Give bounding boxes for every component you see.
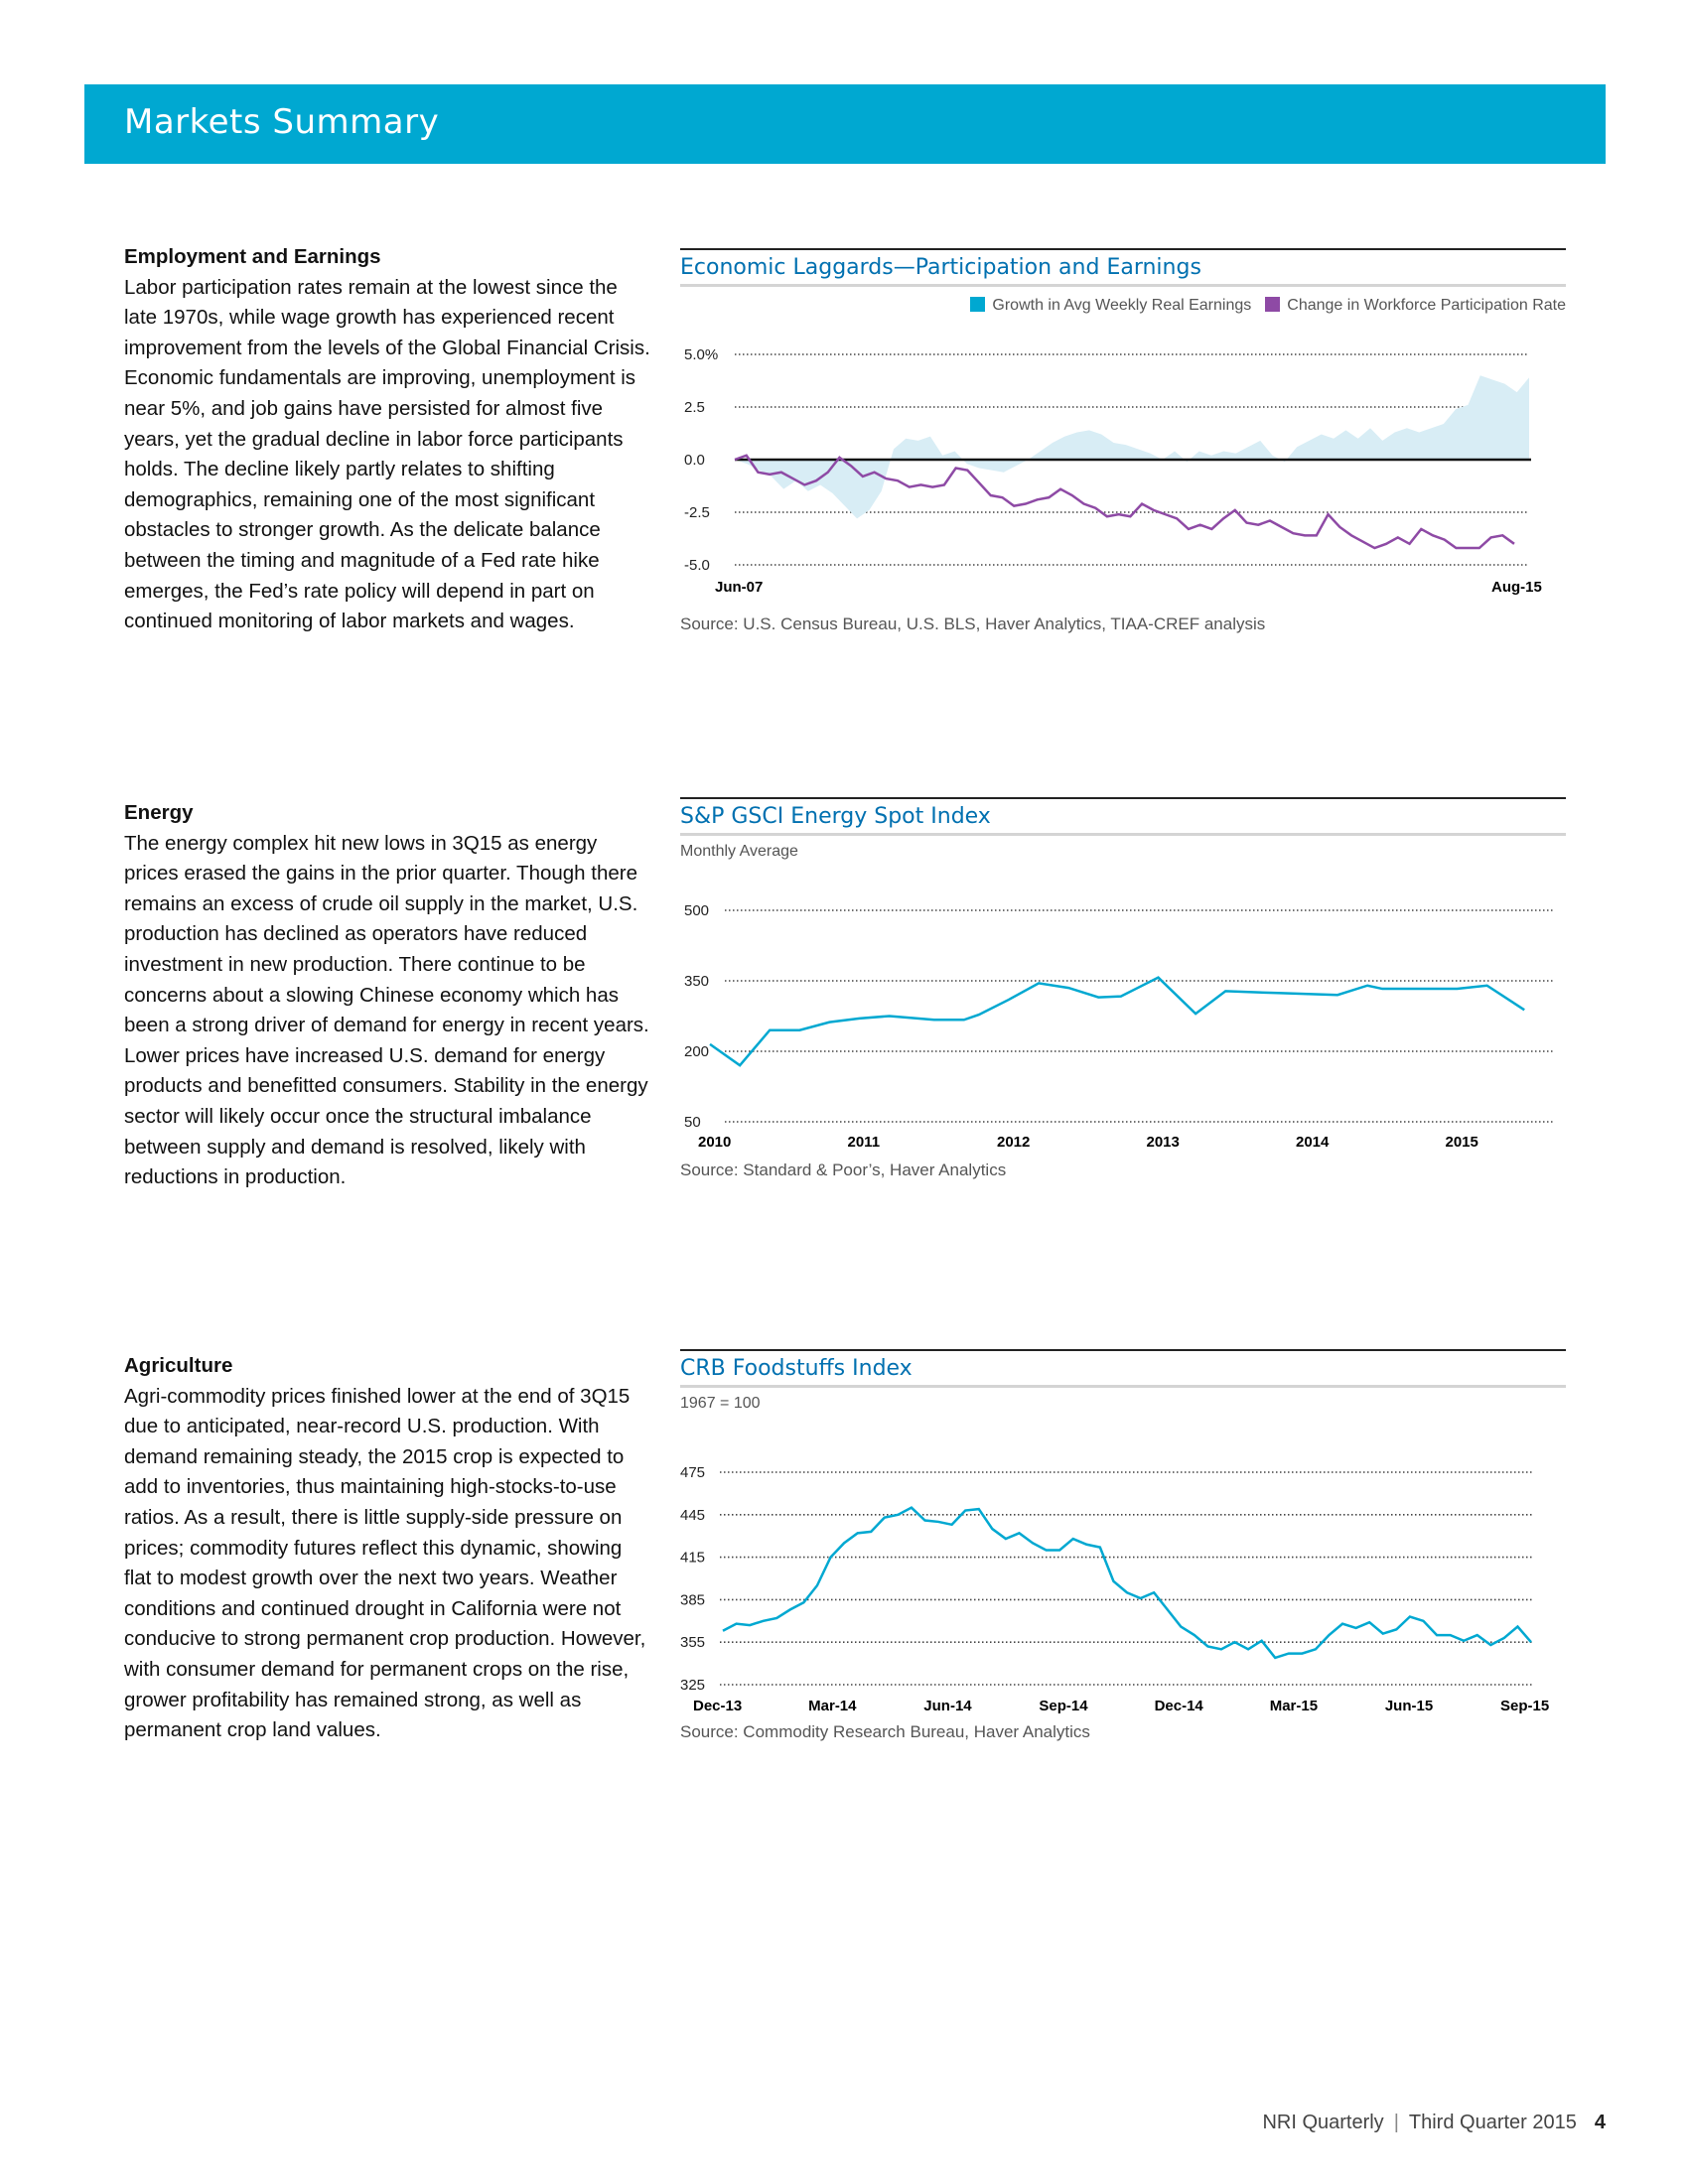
section-agriculture: Agriculture Agri-commodity prices finish… [124, 1351, 650, 1746]
participation-line [734, 454, 1515, 550]
chart-title: Economic Laggards—Participation and Earn… [680, 255, 1201, 280]
legend-swatch [1265, 297, 1281, 312]
x-tick-label: 2014 [1296, 1134, 1330, 1151]
y-tick-label: 5.0% [684, 346, 718, 363]
footer-separator: | [1393, 2112, 1399, 2133]
chart-source: Source: U.S. Census Bureau, U.S. BLS, Ha… [680, 614, 1266, 633]
footer-publication: NRI Quarterly [1262, 2112, 1384, 2133]
legend-label: Change in Workforce Participation Rate [1287, 297, 1566, 314]
crb-index-line [722, 1506, 1532, 1660]
chart-subtitle: Monthly Average [680, 843, 798, 860]
y-tick-label: 350 [684, 973, 709, 990]
section-body: The energy complex hit new lows in 3Q15 … [124, 831, 649, 1189]
chart-plot: 500 350 200 50 2010 2011 2012 2013 2014 2015 [684, 902, 1554, 1151]
chart-plot: 475 445 415 385 355 325 Dec-13 Mar-14 Jun-14 Sep-… [680, 1464, 1549, 1714]
x-tick-label: 2015 [1446, 1134, 1478, 1151]
y-tick-label: -5.0 [684, 557, 710, 574]
y-tick-label: 0.0 [684, 452, 705, 469]
divider [680, 1385, 1566, 1388]
section-employment: Employment and Earnings Labor participat… [124, 242, 650, 637]
x-tick-label: Jun-14 [923, 1698, 972, 1714]
divider [680, 833, 1566, 836]
y-tick-label: 385 [680, 1591, 705, 1608]
y-tick-label: -2.5 [684, 504, 710, 521]
x-tick-label: Aug-15 [1491, 579, 1542, 596]
x-tick-label: Mar-14 [808, 1698, 857, 1714]
page-footer: NRI Quarterly | Third Quarter 2015 4 [1262, 2112, 1606, 2134]
chart-legend: Growth in Avg Weekly Real Earnings Chang… [680, 297, 1566, 315]
x-tick-label: Jun-15 [1385, 1698, 1433, 1714]
header-banner: Markets Summary [84, 84, 1606, 164]
divider [680, 248, 1566, 250]
divider [680, 1349, 1566, 1351]
y-tick-label: 2.5 [684, 399, 705, 416]
section-body: Labor participation rates remain at the … [124, 275, 650, 633]
y-tick-label: 200 [684, 1043, 709, 1060]
page-number: 4 [1594, 2112, 1606, 2133]
chart-title: S&P GSCI Energy Spot Index [680, 804, 991, 829]
section-heading: Agriculture [124, 1354, 233, 1377]
legend-item-participation: Change in Workforce Participation Rate [1265, 297, 1566, 315]
y-tick-label: 50 [684, 1114, 701, 1131]
chart-plot: 5.0% 2.5 0.0 -2.5 -5.0 Jun-07 Aug-15 [684, 346, 1542, 596]
section-body: Agri-commodity prices finished lower at … [124, 1384, 646, 1742]
chart-participation-earnings: Economic Laggards—Participation and Earn… [680, 248, 1566, 634]
chart-crb-foodstuffs: CRB Foodstuffs Index 1967 = 100 475 445 41… [680, 1349, 1566, 1742]
x-tick-label: Sep-14 [1039, 1698, 1088, 1714]
section-energy: Energy The energy complex hit new lows i… [124, 798, 650, 1193]
y-tick-label: 475 [680, 1464, 705, 1481]
x-tick-label: Sep-15 [1500, 1698, 1549, 1714]
energy-index-line [709, 976, 1525, 1067]
earnings-area [735, 375, 1529, 519]
section-heading: Employment and Earnings [124, 245, 381, 268]
legend-swatch [970, 297, 986, 312]
x-tick-label: Dec-14 [1155, 1698, 1204, 1714]
legend-label: Growth in Avg Weekly Real Earnings [992, 297, 1252, 314]
footer-issue: Third Quarter 2015 [1408, 2112, 1577, 2133]
x-tick-label: Jun-07 [715, 579, 763, 596]
chart-subtitle: 1967 = 100 [680, 1395, 761, 1412]
y-tick-label: 445 [680, 1507, 705, 1524]
y-tick-label: 500 [684, 902, 709, 919]
chart-source: Source: Commodity Research Bureau, Haver… [680, 1722, 1090, 1741]
chart-energy-index: S&P GSCI Energy Spot Index Monthly Avera… [680, 797, 1566, 1180]
x-tick-label: 2010 [698, 1134, 731, 1151]
chart-source: Source: Standard & Poor’s, Haver Analyti… [680, 1160, 1007, 1179]
chart-title: CRB Foodstuffs Index [680, 1356, 913, 1381]
x-tick-label: 2013 [1147, 1134, 1180, 1151]
page-title: Markets Summary [124, 102, 440, 142]
x-tick-label: 2011 [848, 1134, 881, 1151]
section-heading: Energy [124, 801, 194, 824]
y-tick-label: 325 [680, 1677, 705, 1694]
legend-item-earnings: Growth in Avg Weekly Real Earnings [970, 297, 1251, 315]
x-tick-label: 2012 [997, 1134, 1030, 1151]
x-tick-label: Mar-15 [1270, 1698, 1318, 1714]
y-tick-label: 355 [680, 1634, 705, 1651]
y-tick-label: 415 [680, 1550, 705, 1567]
divider [680, 797, 1566, 799]
x-tick-label: Dec-13 [693, 1698, 742, 1714]
divider [680, 284, 1566, 287]
